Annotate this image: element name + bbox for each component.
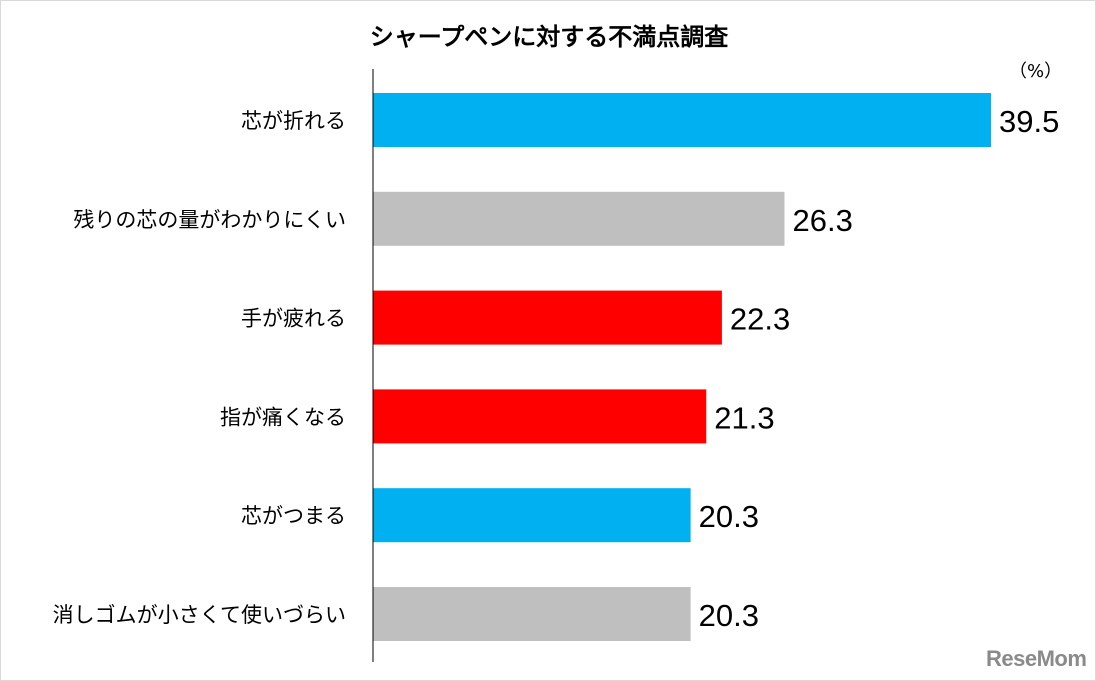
- category-label: 指が痛くなる: [220, 405, 346, 429]
- resemom-logo: ReseMom: [986, 646, 1087, 671]
- value-label: 20.3: [699, 598, 759, 633]
- bar: [373, 290, 722, 345]
- chart-title: シャープペンに対する不満点調査: [369, 23, 729, 51]
- value-label: 21.3: [714, 400, 774, 435]
- bar: [373, 587, 691, 641]
- value-label: 22.3: [730, 302, 790, 337]
- bar: [373, 191, 785, 246]
- value-label: 26.3: [792, 203, 852, 238]
- bar: [373, 93, 991, 147]
- category-label: 芯が折れる: [241, 109, 346, 133]
- category-label: 手が疲れる: [241, 307, 346, 331]
- bar: [373, 389, 707, 444]
- category-label: 芯がつまる: [241, 504, 346, 528]
- bar: [373, 488, 691, 543]
- category-label: 残りの芯の量がわかりにくい: [73, 208, 346, 232]
- category-label: 消しゴムが小さくて使いづらい: [53, 603, 346, 627]
- unit-label: （%）: [1009, 61, 1063, 82]
- value-label: 20.3: [699, 499, 759, 534]
- value-label: 39.5: [999, 104, 1059, 139]
